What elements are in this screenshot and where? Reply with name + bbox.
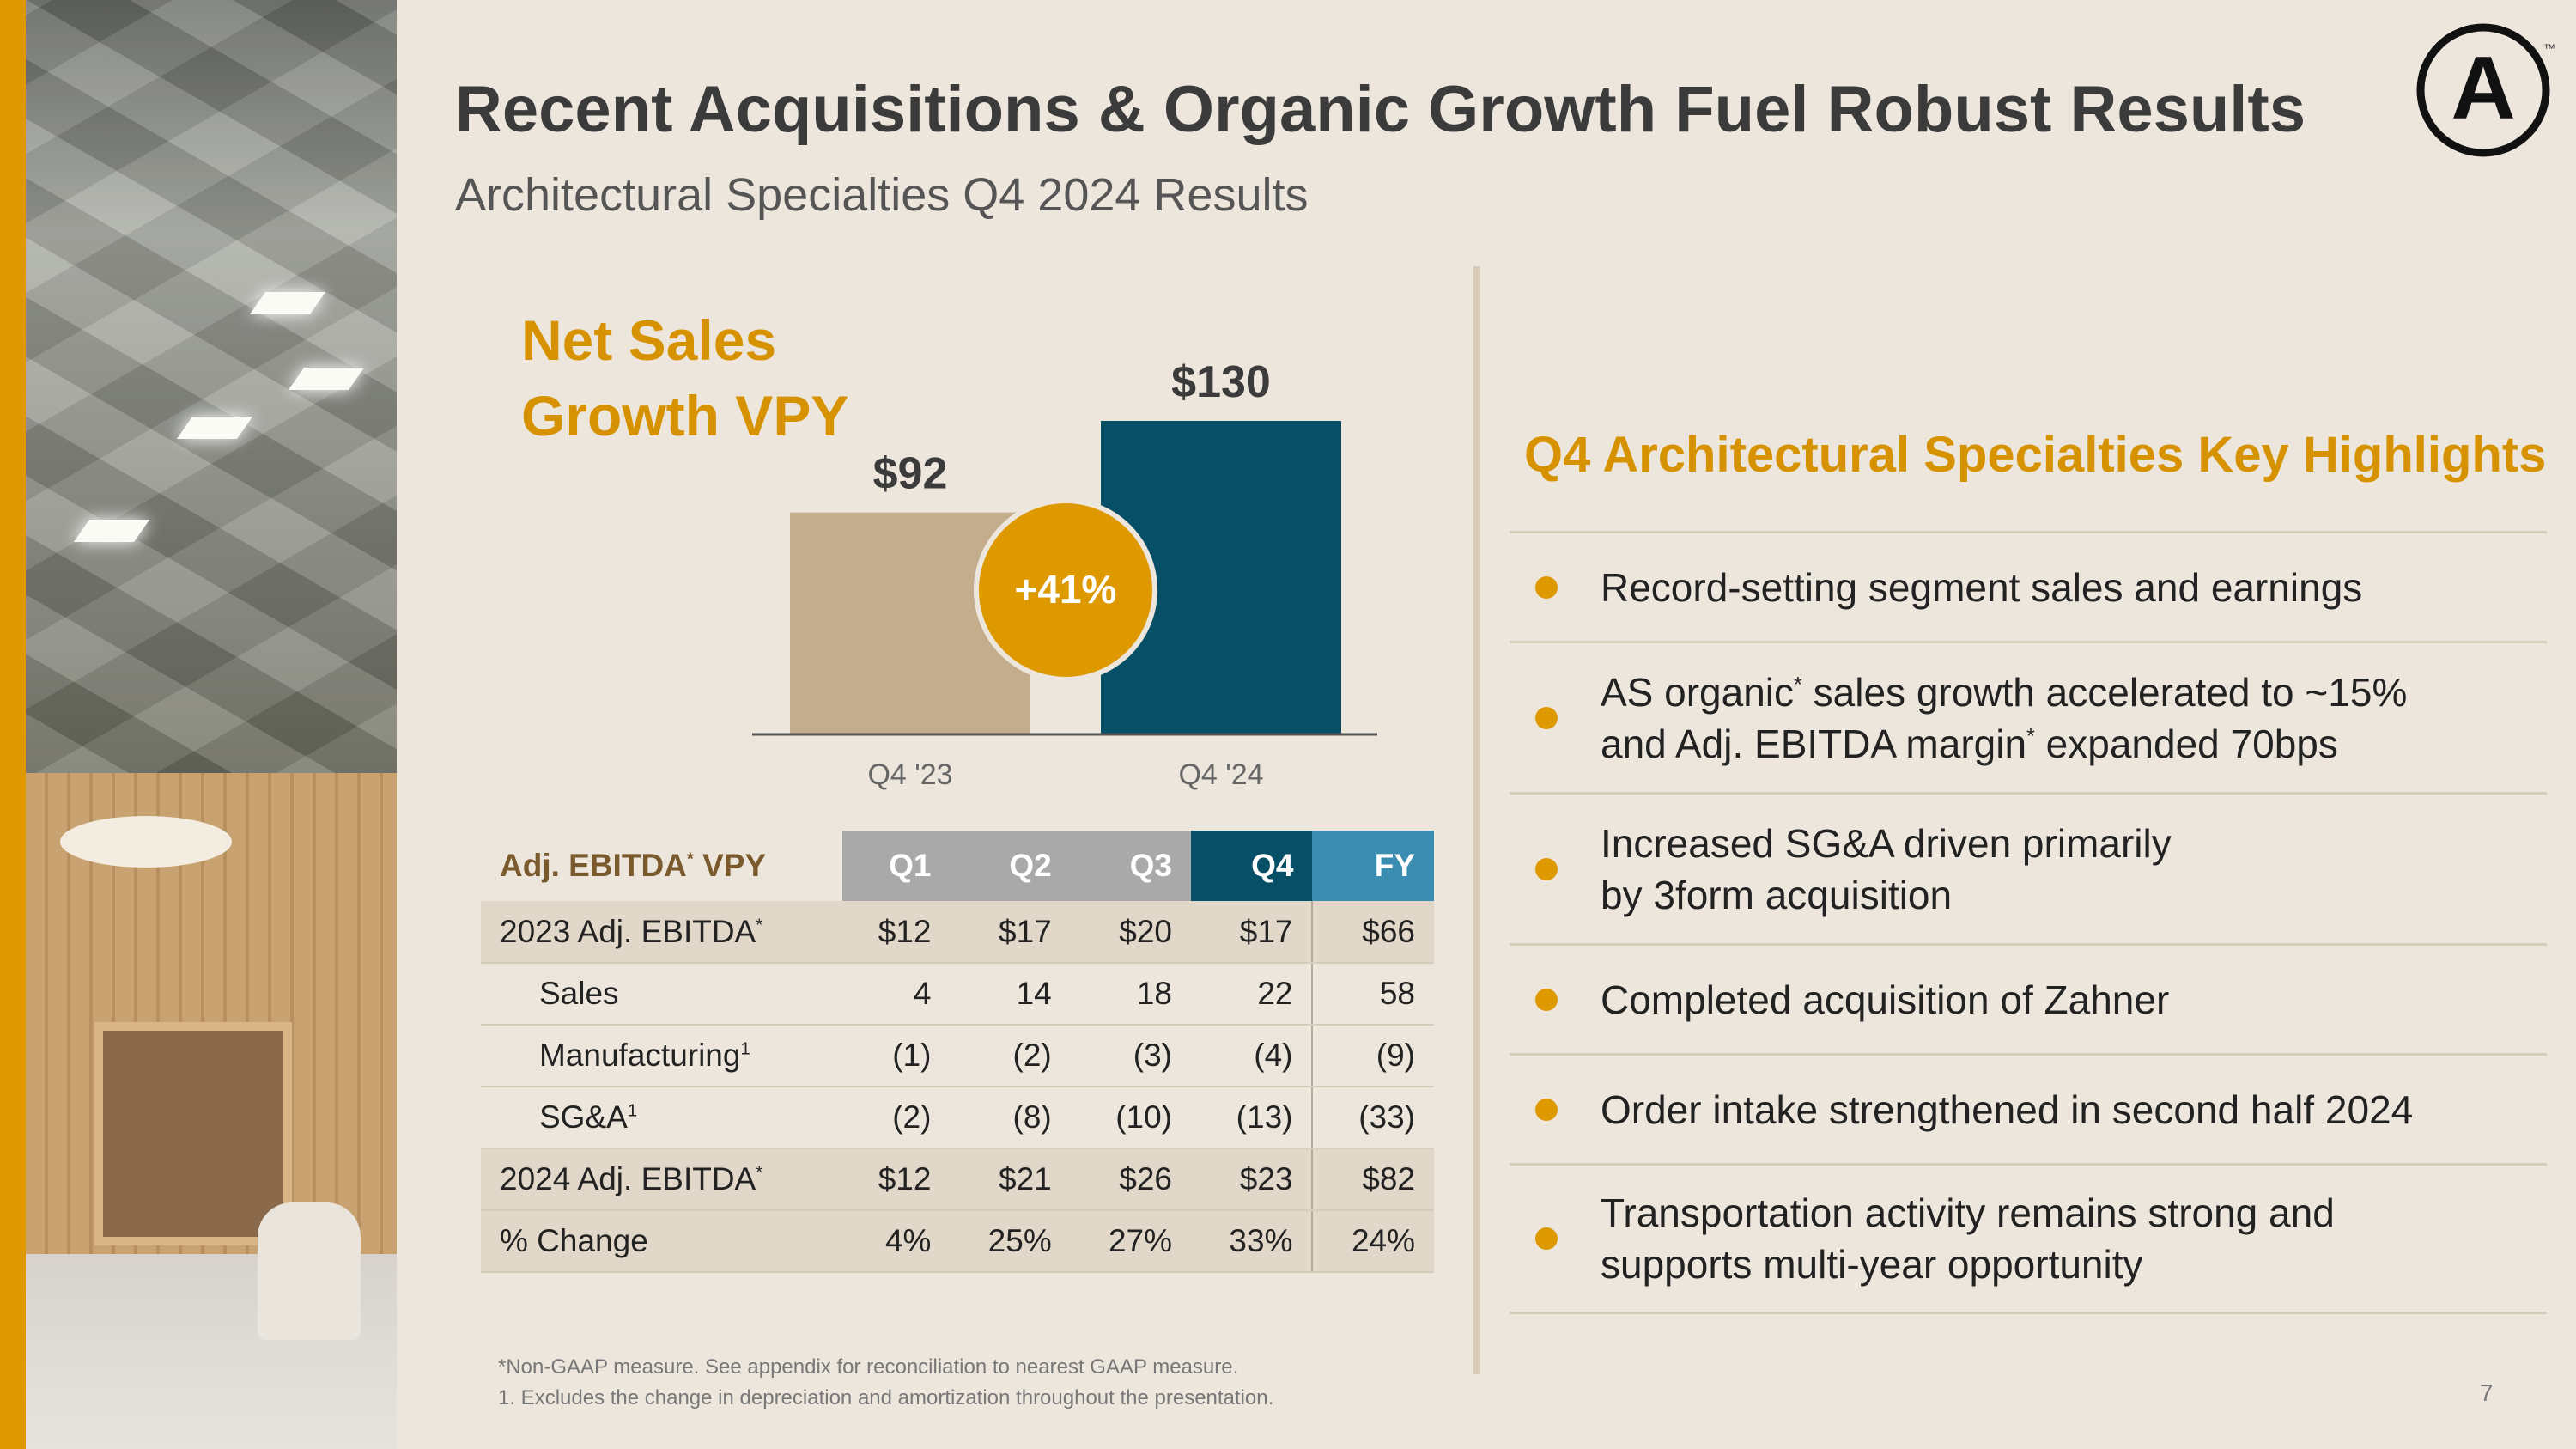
net-sales-title-line1: Net Sales (521, 308, 777, 372)
highlight-line: Completed acquisition of Zahner (1601, 977, 2170, 1022)
table-cell: 14 (950, 963, 1071, 1026)
logo-letter: A (2451, 39, 2515, 138)
table-cell: 4 (841, 963, 951, 1026)
bullet-dot-icon (1535, 575, 1558, 599)
table-cell: 18 (1070, 963, 1192, 1026)
footnote-non-gaap: *Non-GAAP measure. See appendix for reco… (498, 1355, 1239, 1379)
list-item: AS organic* sales growth accelerated to … (1510, 641, 2547, 792)
table-cell: 58 (1311, 963, 1434, 1026)
highlight-line: supports multi-year opportunity (1601, 1242, 2143, 1287)
list-item: Increased SG&A driven primarily by 3form … (1510, 792, 2547, 943)
page-number: 7 (2480, 1379, 2494, 1406)
row-label: 2024 Adj. EBITDA* (481, 1148, 842, 1211)
highlight-line: Increased SG&A driven primarily (1601, 820, 2172, 866)
table-row: SG&A1 (2) (8) (10) (13) (33) (481, 1087, 1434, 1149)
table-cell: (13) (1191, 1087, 1313, 1149)
highlight-line: Order intake strengthened in second half… (1601, 1087, 2414, 1132)
shelving (94, 1022, 292, 1245)
highlight-line: by 3form acquisition (1601, 872, 1953, 917)
interior-photo (0, 0, 397, 1449)
table-cell: 27% (1070, 1210, 1192, 1273)
company-logo-icon: A (2416, 23, 2550, 157)
accent-bar (0, 0, 26, 1449)
table-cell: $12 (841, 901, 951, 964)
highlight-line: AS organic* sales growth accelerated to … (1601, 669, 2408, 715)
row-label: SG&A1 (481, 1087, 842, 1149)
table-header-row: Adj. EBITDA* VPY Q1 Q2 Q3 Q4 FY (481, 831, 1434, 901)
table-cell: 24% (1311, 1210, 1434, 1273)
net-sales-title: Net Sales Growth VPY (521, 302, 848, 454)
table-cell: (1) (841, 1025, 951, 1087)
table-cell: $12 (841, 1148, 951, 1211)
table-cell: $17 (1191, 901, 1313, 964)
adj-ebitda-table: Adj. EBITDA* VPY Q1 Q2 Q3 Q4 FY 2023 Adj… (481, 831, 1434, 1273)
table-cell: (4) (1191, 1025, 1313, 1087)
column-header-q4: Q4 (1191, 831, 1313, 901)
vertical-divider (1473, 266, 1480, 1374)
table-cell: (10) (1070, 1087, 1192, 1149)
growth-badge (974, 498, 1157, 682)
bullet-dot-icon (1535, 857, 1558, 880)
table-cell: 4% (841, 1210, 951, 1273)
column-header-fy: FY (1312, 831, 1434, 901)
table-cell: $66 (1311, 901, 1434, 964)
page-subtitle: Architectural Specialties Q4 2024 Result… (455, 169, 1309, 221)
column-header-q2: Q2 (950, 831, 1071, 901)
table-header-label: Adj. EBITDA* VPY (500, 848, 767, 883)
table-cell: 25% (950, 1210, 1071, 1273)
table-cell: (2) (950, 1025, 1071, 1087)
list-item: Completed acquisition of Zahner (1510, 943, 2547, 1053)
row-label: % Change (481, 1210, 842, 1273)
table-row: Sales 4 14 18 22 58 (481, 963, 1434, 1026)
footnotes: *Non-GAAP measure. See appendix for reco… (498, 1352, 1273, 1414)
category-label: Q4 '24 (1178, 758, 1263, 791)
list-item: Record-setting segment sales and earning… (1510, 531, 2547, 641)
table-cell: $21 (950, 1148, 1071, 1211)
lounge-chair (258, 1202, 361, 1340)
row-label: Sales (481, 963, 842, 1026)
highlight-line: Transportation activity remains strong a… (1601, 1190, 2335, 1235)
table-cell: $20 (1070, 901, 1192, 964)
bullet-dot-icon (1535, 988, 1558, 1011)
table-cell: (9) (1311, 1025, 1434, 1087)
table-row: Manufacturing1 (1) (2) (3) (4) (9) (481, 1025, 1434, 1087)
table-row: % Change 4% 25% 27% 33% 24% (481, 1210, 1434, 1273)
highlight-line: and Adj. EBITDA margin* expanded 70bps (1601, 721, 2338, 766)
net-sales-title-line2: Growth VPY (521, 384, 849, 447)
table-cell: 33% (1191, 1210, 1313, 1273)
table-cell: (8) (950, 1087, 1071, 1149)
bullet-dot-icon (1535, 1227, 1558, 1250)
table-row: 2023 Adj. EBITDA* $12 $17 $20 $17 $66 (481, 901, 1434, 964)
table-cell: $82 (1311, 1148, 1434, 1211)
table-cell: 22 (1191, 963, 1313, 1026)
table-cell: (2) (841, 1087, 951, 1149)
table-cell: (3) (1070, 1025, 1192, 1087)
growth-badge-label: +41% (1015, 567, 1117, 612)
bar-value-label: $130 (1171, 361, 1271, 407)
page-title: Recent Acquisitions & Organic Growth Fue… (455, 73, 2306, 146)
bar-value-label: $92 (873, 449, 948, 499)
table-row: 2024 Adj. EBITDA* $12 $21 $26 $23 $82 (481, 1148, 1434, 1211)
list-item: Order intake strengthened in second half… (1510, 1053, 2547, 1163)
category-label: Q4 '23 (867, 758, 952, 791)
table-cell: $26 (1070, 1148, 1192, 1211)
row-label: 2023 Adj. EBITDA* (481, 901, 842, 964)
table-cell: $23 (1191, 1148, 1313, 1211)
highlights-list: Record-setting segment sales and earning… (1510, 531, 2547, 1314)
bullet-dot-icon (1535, 1098, 1558, 1121)
column-header-q1: Q1 (841, 831, 951, 901)
table-cell: (33) (1311, 1087, 1434, 1149)
highlights-title: Q4 Architectural Specialties Key Highlig… (1524, 427, 2547, 483)
list-item: Transportation activity remains strong a… (1510, 1163, 2547, 1314)
net-sales-chart: $92 Q4 '23 $130 Q4 '24 +41% (752, 361, 1377, 791)
table-cell: $17 (950, 901, 1071, 964)
bullet-dot-icon (1535, 706, 1558, 729)
highlight-line: Record-setting segment sales and earning… (1601, 564, 2363, 610)
footnote-depreciation: 1. Excludes the change in depreciation a… (498, 1386, 1274, 1409)
pendant-lamp (60, 816, 232, 868)
row-label: Manufacturing1 (481, 1025, 842, 1087)
column-header-q3: Q3 (1070, 831, 1192, 901)
trademark-symbol: ™ (2543, 41, 2555, 55)
